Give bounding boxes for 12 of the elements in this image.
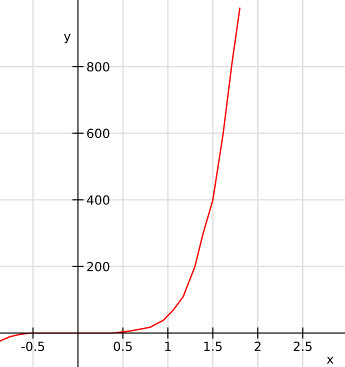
x-tick-label: 2 xyxy=(254,342,261,351)
x-axis-title: x xyxy=(326,356,334,364)
x-tick-label: 2.5 xyxy=(294,342,312,352)
y-tick-label: 600 xyxy=(87,128,110,138)
y-tick-label: 400 xyxy=(86,195,110,205)
x-tick-label: -0.5 xyxy=(21,342,44,352)
y-tick-label: 200 xyxy=(87,262,110,272)
y-axis-title: y xyxy=(64,34,71,44)
x-tick-label: 1.5 xyxy=(204,342,222,352)
x-tick-label: 1 xyxy=(165,342,171,351)
x-tick-label: 0.5 xyxy=(114,342,132,352)
y-tick-label: 800 xyxy=(87,62,110,72)
